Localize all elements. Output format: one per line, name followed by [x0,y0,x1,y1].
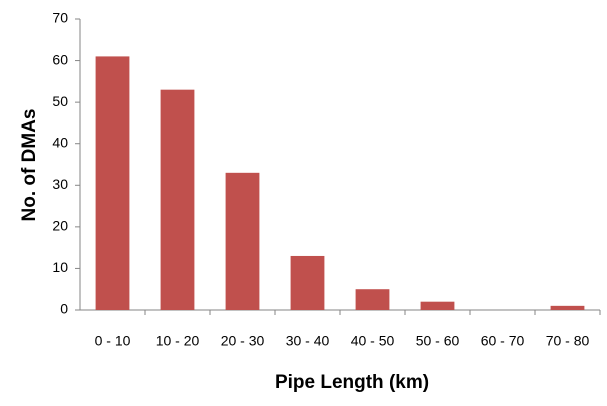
y-tick-label: 30 [52,176,68,192]
bar [160,89,195,311]
y-axis-title: No. of DMAs [19,109,40,222]
bar [290,255,325,310]
x-tick-label: 10 - 20 [156,333,200,349]
bar [225,172,260,310]
bar [550,305,585,310]
bar [420,301,455,310]
bar [355,289,390,310]
x-axis-title: Pipe Length (km) [275,372,429,393]
bar [95,56,130,310]
y-tick-label: 20 [52,218,68,234]
y-tick-label: 40 [52,134,68,150]
y-tick-label: 0 [60,301,68,317]
x-tick-label: 50 - 60 [416,333,460,349]
x-tick-label: 70 - 80 [546,333,590,349]
x-tick-label: 60 - 70 [481,333,525,349]
y-tick-label: 10 [52,259,68,275]
y-tick-label: 70 [52,10,68,26]
x-tick-label: 40 - 50 [351,333,395,349]
x-tick-label: 20 - 30 [221,333,265,349]
y-tick-label: 50 [52,93,68,109]
y-tick-label: 60 [52,51,68,67]
x-tick-label: 30 - 40 [286,333,330,349]
x-tick-label: 0 - 10 [95,333,131,349]
